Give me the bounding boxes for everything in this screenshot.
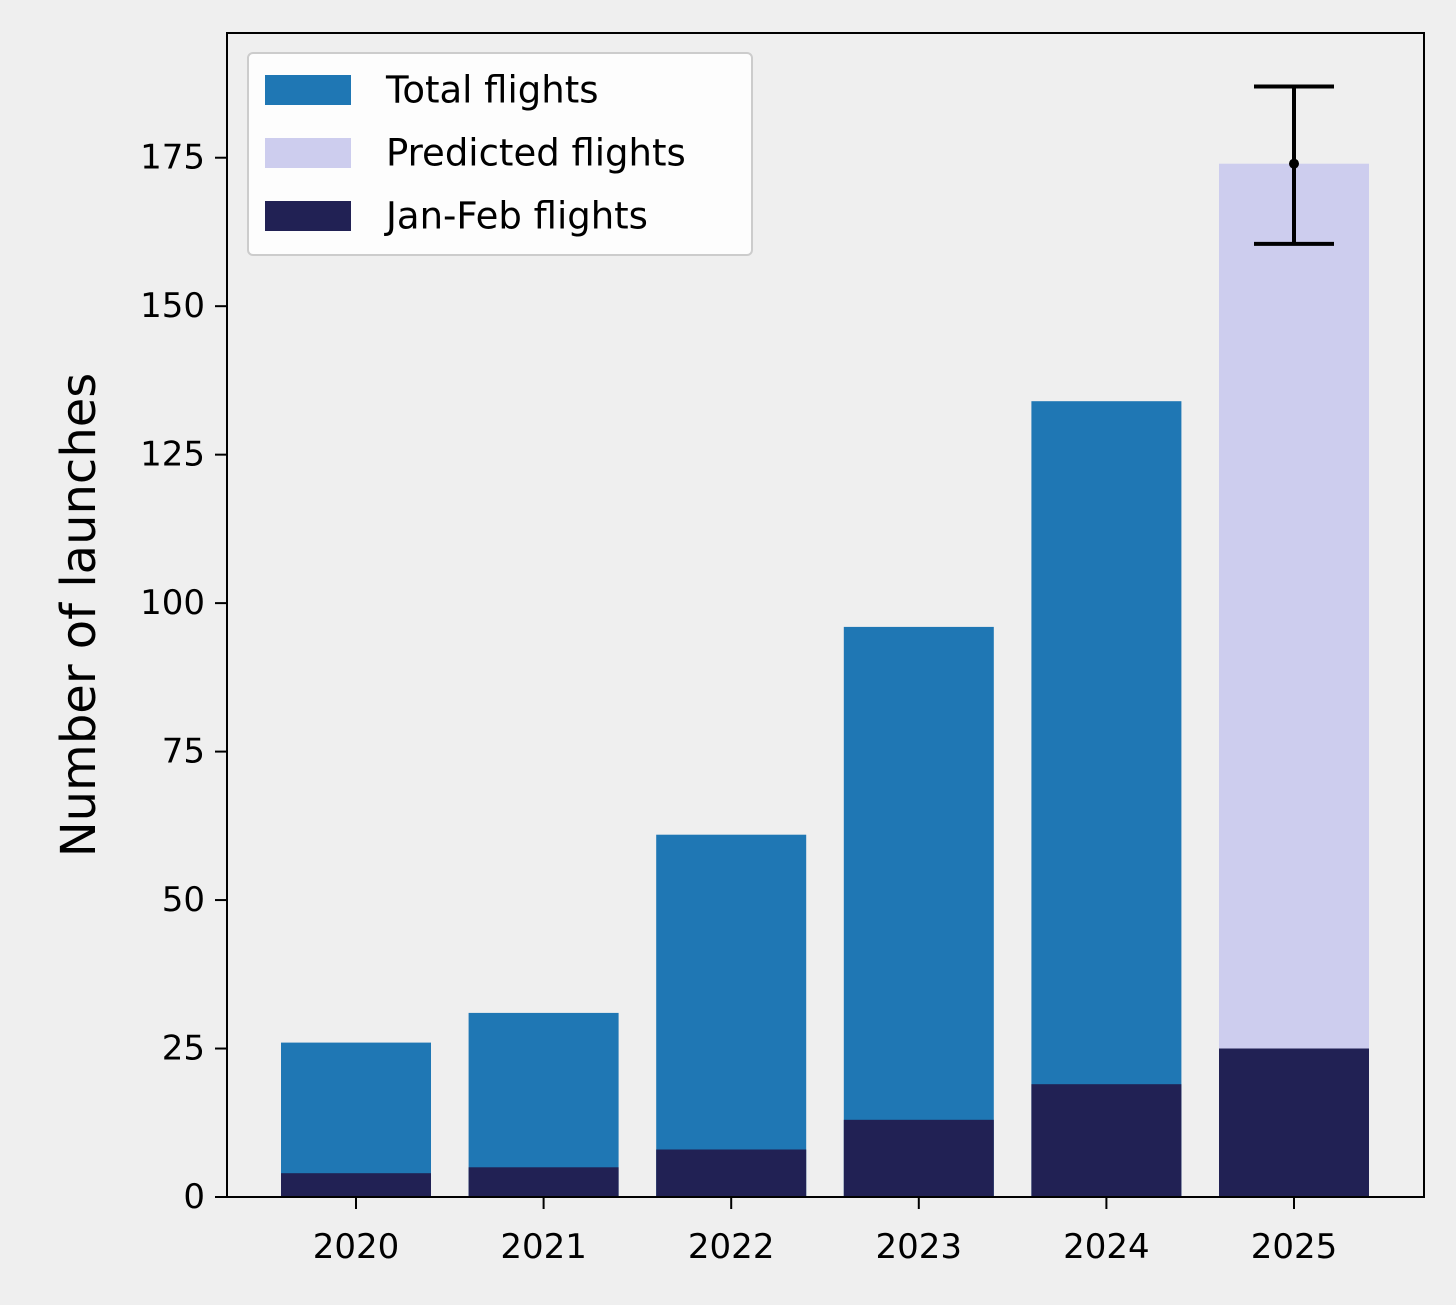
x-tick-label: 2022 bbox=[688, 1227, 775, 1267]
legend-swatch-jan-feb-flights bbox=[265, 201, 351, 231]
bar-jan-feb-flights-2020 bbox=[281, 1173, 431, 1197]
y-tick-label: 175 bbox=[140, 138, 205, 178]
bar-total-flights-2021 bbox=[468, 1012, 619, 1197]
y-tick-label: 25 bbox=[162, 1029, 205, 1069]
y-tick-label: 50 bbox=[162, 880, 205, 920]
bar-total-flights-2024 bbox=[1031, 401, 1182, 1197]
bar-jan-feb-flights-2024 bbox=[1031, 1084, 1182, 1197]
bar-total-flights-2023 bbox=[843, 626, 994, 1197]
y-tick-label: 100 bbox=[140, 583, 205, 623]
x-tick-label: 2020 bbox=[313, 1227, 400, 1267]
legend-swatch-total-flights bbox=[265, 75, 351, 105]
bar-total-flights-2022 bbox=[656, 834, 807, 1197]
bar-total-flights-2020 bbox=[281, 1042, 431, 1197]
y-tick-label: 75 bbox=[162, 732, 205, 772]
y-axis: 0 25 50 75 100 125 150 175 bbox=[140, 138, 227, 1217]
bars-layer bbox=[281, 163, 1369, 1198]
bar-jan-feb-flights-2021 bbox=[468, 1167, 619, 1197]
legend-swatch-predicted-flights bbox=[265, 138, 351, 168]
legend-label-jan-feb-flights: Jan-Feb flights bbox=[384, 195, 648, 238]
x-tick-label: 2023 bbox=[876, 1227, 963, 1267]
legend-box bbox=[247, 52, 753, 256]
y-axis-label: Number of launches bbox=[51, 373, 107, 858]
legend-label-total-flights: Total flights bbox=[385, 69, 598, 112]
bar-jan-feb-flights-2025 bbox=[1219, 1048, 1369, 1197]
bar-predicted-flights-2025 bbox=[1219, 163, 1369, 1198]
bar-jan-feb-flights-2022 bbox=[656, 1149, 807, 1197]
error-bar bbox=[1254, 84, 1334, 246]
x-tick-label: 2024 bbox=[1063, 1227, 1150, 1267]
error-bar-center-point bbox=[1289, 158, 1299, 169]
plot-frame bbox=[226, 32, 1425, 1198]
y-tick-label: 125 bbox=[140, 435, 205, 475]
y-tick-label: 0 bbox=[183, 1177, 205, 1217]
x-tick-label: 2021 bbox=[500, 1227, 587, 1267]
bar-jan-feb-flights-2023 bbox=[843, 1119, 994, 1197]
legend-label-predicted-flights: Predicted flights bbox=[386, 132, 686, 175]
x-tick-label: 2025 bbox=[1251, 1227, 1338, 1267]
legend: Total flights Predicted flights Jan-Feb fl… bbox=[247, 52, 753, 256]
x-axis: 2020 2021 2022 2023 2024 2025 bbox=[313, 1197, 1338, 1267]
y-tick-label: 150 bbox=[140, 286, 205, 326]
